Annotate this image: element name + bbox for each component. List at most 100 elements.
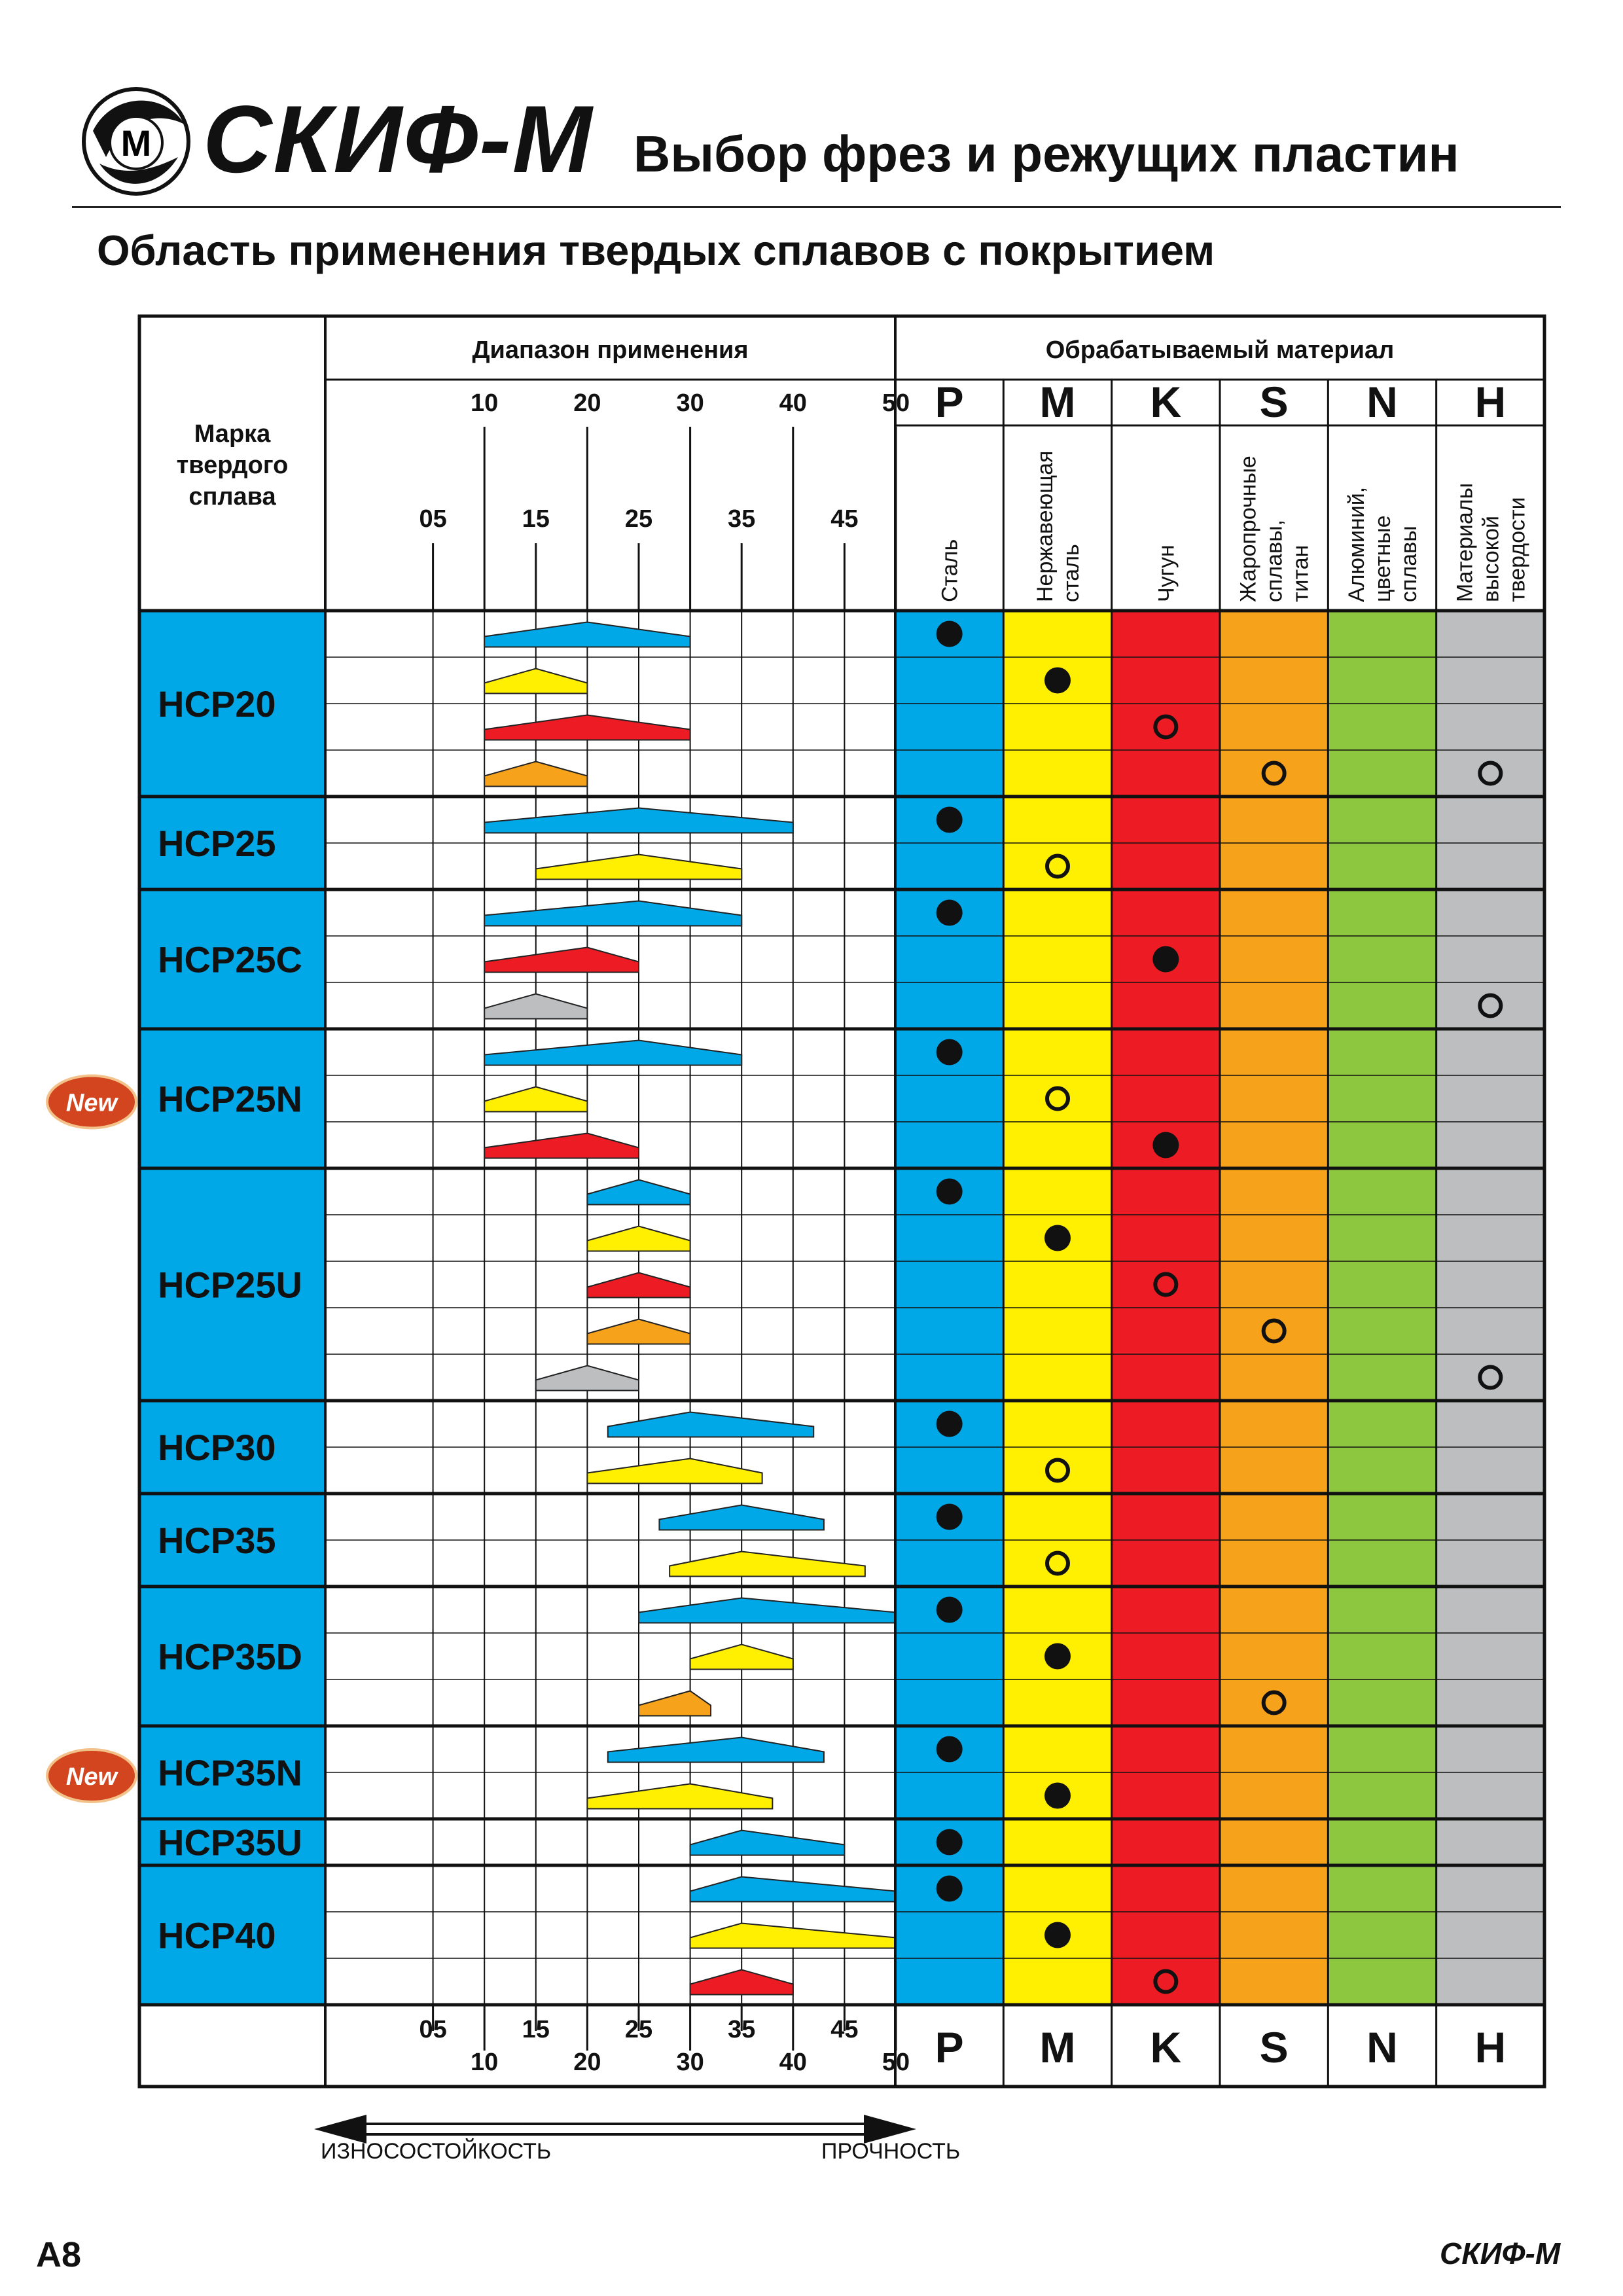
- logo-inner-circle: [109, 115, 164, 170]
- minor-tick-label: 05: [419, 505, 446, 533]
- brand-name: СКИФ-М: [203, 86, 594, 192]
- hollow-dot-icon: [1478, 1365, 1503, 1390]
- material-name: Чугун: [1154, 545, 1179, 602]
- material-name: Жаропрочные: [1236, 456, 1261, 602]
- grade-label: HCP20: [158, 683, 276, 725]
- new-badge-label: New: [66, 1090, 119, 1117]
- header-divider: [72, 206, 1561, 208]
- hollow-dot-icon: [1045, 853, 1070, 879]
- material-name: Сталь: [938, 539, 963, 602]
- range-bar-HCP25N-P: [484, 1039, 743, 1066]
- filled-dot-icon: [1044, 667, 1071, 694]
- page-title: Выбор фрез и режущих пластин: [633, 125, 1459, 183]
- hollow-dot-icon: [1261, 761, 1287, 786]
- material-code-P: P: [935, 378, 964, 426]
- grade-cell-bg: [139, 1029, 325, 1168]
- material-name: Нержавеющая: [1033, 451, 1058, 602]
- range-bar-HCP35D-M: [689, 1643, 794, 1670]
- new-badge-label: New: [66, 1763, 119, 1791]
- material-code-bottom-K: K: [1150, 2023, 1181, 2072]
- hollow-dot-icon: [1478, 993, 1503, 1018]
- range-bar-HCP40-M: [689, 1922, 897, 1949]
- hollow-dot-icon: [1261, 1318, 1287, 1344]
- range-bar-HCP25-P: [484, 807, 794, 834]
- grade-cell-bg: [139, 1401, 325, 1494]
- minor-tick-label-bottom: 25: [625, 2016, 652, 2043]
- range-bar-HCP25U-P: [586, 1179, 691, 1206]
- minor-tick-label: 35: [728, 505, 755, 533]
- material-name: высокой: [1478, 516, 1503, 602]
- filled-dot-icon: [1044, 1782, 1071, 1809]
- filled-dot-icon: [936, 1596, 963, 1623]
- material-name: Алюминий,: [1344, 487, 1369, 602]
- material-code-S: S: [1260, 378, 1289, 426]
- material-code-M: M: [1040, 378, 1076, 426]
- range-bar-HCP25U-M: [586, 1225, 691, 1252]
- arrow-left-icon: [314, 2115, 366, 2144]
- filled-dot-icon: [936, 899, 963, 926]
- range-bar-HCP25-M: [535, 853, 743, 880]
- material-code-bottom-M: M: [1040, 2023, 1076, 2072]
- toughness-label: ПРОЧНОСТЬ: [821, 2139, 961, 2164]
- hollow-dot-icon: [1153, 1272, 1179, 1297]
- grade-label: HCP35D: [158, 1636, 302, 1677]
- minor-tick-label: 15: [522, 505, 550, 533]
- range-bar-HCP35N-P: [607, 1736, 825, 1763]
- range-bar-HCP25U-H: [535, 1365, 639, 1391]
- grade-cell-bg: [139, 889, 325, 1029]
- major-tick-label-bottom: 10: [471, 2049, 498, 2076]
- material-name: сплавы: [1397, 526, 1421, 602]
- grade-label: HCP35U: [158, 1822, 302, 1863]
- range-bar-HCP30-P: [607, 1411, 815, 1438]
- filled-dot-icon: [936, 1178, 963, 1205]
- major-tick-label: 10: [471, 389, 498, 417]
- minor-tick-label-bottom: 05: [419, 2016, 446, 2043]
- logo-swoosh-icon: [93, 100, 185, 157]
- range-bar-HCP35D-P: [638, 1597, 897, 1624]
- filled-dot-icon: [1044, 1922, 1071, 1948]
- grade-cell-bg: [139, 1587, 325, 1726]
- hollow-dot-icon: [1261, 1690, 1287, 1715]
- range-bar-HCP35U-P: [689, 1829, 846, 1856]
- major-tick-label-bottom: 40: [779, 2049, 807, 2076]
- range-header: Диапазон применения: [472, 336, 748, 364]
- material-name: титан: [1289, 545, 1313, 602]
- material-code-H: H: [1474, 378, 1506, 426]
- filled-dot-icon: [936, 1875, 963, 1902]
- grade-cell-bg: [139, 611, 325, 797]
- hollow-dot-icon: [1045, 1458, 1070, 1483]
- grade-label: HCP40: [158, 1915, 276, 1956]
- footer-brand: СКИФ-М: [1440, 2236, 1561, 2270]
- grade-cell-bg: [139, 1865, 325, 2005]
- grade-label: HCP35: [158, 1520, 276, 1561]
- logo-swoosh-lower-icon: [99, 157, 178, 184]
- major-tick-label: 20: [573, 389, 601, 417]
- section-title: Область применения твердых сплавов с пок…: [97, 226, 1215, 274]
- material-name: твердости: [1505, 497, 1529, 602]
- grade-label: HCP25C: [158, 939, 302, 980]
- logo: М: [82, 87, 190, 196]
- range-bar-HCP35-P: [658, 1504, 825, 1531]
- minor-tick-label-bottom: 45: [830, 2016, 858, 2043]
- grade-label: HCP30: [158, 1427, 276, 1468]
- filled-dot-icon: [936, 1829, 963, 1856]
- grade-label: HCP25U: [158, 1265, 302, 1306]
- hollow-dot-icon: [1045, 1551, 1070, 1576]
- grade-column-header: сплава: [188, 483, 276, 511]
- logo-letter: М: [121, 122, 152, 164]
- filled-dot-icon: [936, 1410, 963, 1437]
- wear-resistance-label: ИЗНОСОСТОЙКОСТЬ: [321, 2139, 552, 2164]
- material-code-bottom-H: H: [1474, 2023, 1506, 2072]
- grade-cell-bg: [139, 1819, 325, 1865]
- filled-dot-icon: [1044, 1225, 1071, 1251]
- minor-tick-label-bottom: 35: [728, 2016, 755, 2043]
- filled-dot-icon: [936, 1503, 963, 1530]
- range-bar-HCP25U-S: [586, 1318, 691, 1345]
- range-bar-HCP25U-K: [586, 1272, 691, 1299]
- grade-column-header: твердого: [177, 452, 289, 479]
- grade-column-header: Марка: [194, 420, 271, 448]
- filled-dot-icon: [1152, 946, 1179, 973]
- material-name: сталь: [1059, 544, 1084, 602]
- filled-dot-icon: [936, 806, 963, 833]
- material-name: Материалы: [1452, 483, 1477, 602]
